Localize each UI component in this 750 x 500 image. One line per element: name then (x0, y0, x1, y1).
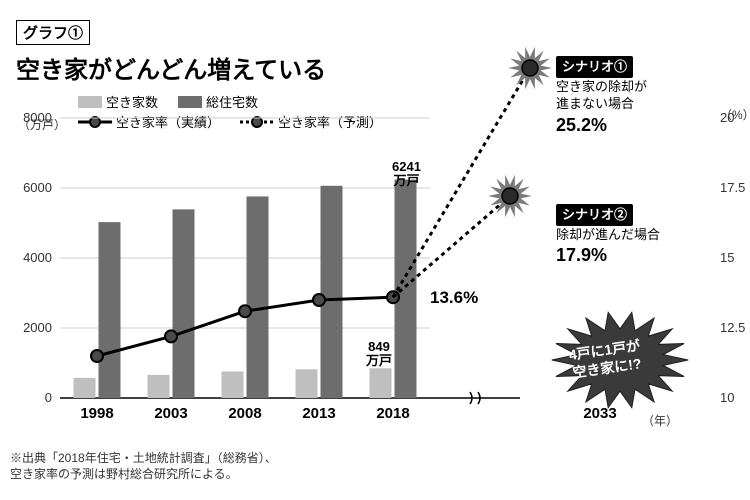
svg-text:12.5: 12.5 (720, 320, 745, 335)
svg-text:15: 15 (720, 250, 734, 265)
scenario2-callout: シナリオ② 除却が進んだ場合 17.9% (556, 204, 660, 267)
source-note: ※出典「2018年住宅・土地統計調査」（総務省）、 空き家率の予測は野村総合研究… (10, 450, 277, 482)
y-right-unit: （%） (720, 106, 750, 123)
note-rate-2018: 13.6% (430, 288, 478, 308)
svg-text:2000: 2000 (23, 320, 52, 335)
scenario1-pct: 25.2% (556, 115, 607, 135)
note-vac-2018: 849 万戸 (366, 340, 392, 369)
svg-text:1998: 1998 (80, 405, 113, 422)
source-line2: 空き家率の予測は野村総合研究所による。 (10, 467, 238, 481)
svg-text:10: 10 (720, 390, 734, 405)
burst-badge: 4戸に1戸が 空き家に!? (540, 300, 700, 420)
note-total-2018: 6241 万戸 (392, 160, 421, 189)
svg-text:2003: 2003 (154, 405, 187, 422)
svg-text:17.5: 17.5 (720, 180, 745, 195)
scenario1-text: 空き家の除却が 進まない場合 (556, 79, 647, 112)
svg-text:2018: 2018 (376, 405, 409, 422)
source-line1: ※出典「2018年住宅・土地統計調査」（総務省）、 (10, 451, 277, 465)
svg-text:0: 0 (45, 390, 52, 405)
scenario2-pct: 17.9% (556, 245, 607, 265)
scenario2-text: 除却が進んだ場合 (556, 227, 660, 242)
svg-text:4000: 4000 (23, 250, 52, 265)
scenario1-callout: シナリオ① 空き家の除却が 進まない場合 25.2% (556, 56, 647, 137)
y-left-unit: （万戸） (18, 116, 66, 133)
svg-text:2008: 2008 (228, 405, 261, 422)
svg-text:6000: 6000 (23, 180, 52, 195)
svg-text:2013: 2013 (302, 405, 335, 422)
scenario2-tag: シナリオ② (556, 204, 633, 226)
scenario1-tag: シナリオ① (556, 56, 633, 78)
